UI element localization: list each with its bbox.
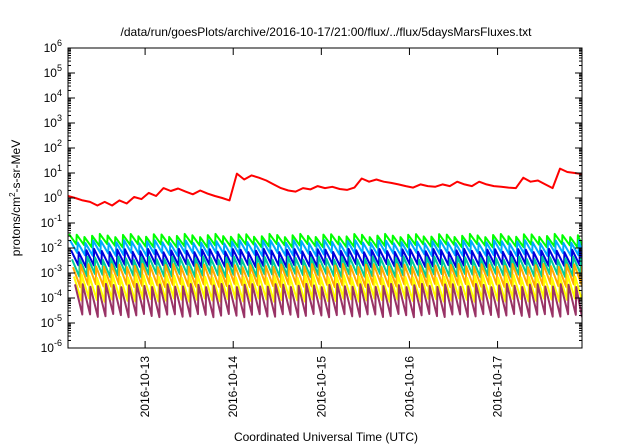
- y-tick-label: 106: [44, 38, 62, 55]
- y-tick-label: 105: [44, 63, 62, 80]
- y-tick-label: 102: [44, 138, 62, 155]
- series-line-5: [72, 263, 582, 289]
- series-line-7: [74, 282, 582, 319]
- y-tick-label: 104: [44, 88, 62, 105]
- x-axis-label: Coordinated Universal Time (UTC): [234, 430, 418, 444]
- x-tick-label: 2016-10-14: [226, 356, 240, 418]
- x-tick-label: 2016-10-16: [402, 356, 416, 418]
- series-line-0: [68, 167, 582, 207]
- series-line-1: [68, 232, 582, 249]
- y-tick-label: 10-1: [41, 213, 62, 230]
- x-tick-label: 2016-10-15: [314, 356, 328, 418]
- y-tick-label: 100: [44, 188, 62, 205]
- x-tick-label: 2016-10-13: [138, 356, 152, 418]
- y-tick-label: 10-6: [41, 338, 62, 355]
- series-line-2: [69, 239, 582, 258]
- y-tick-label: 10-5: [41, 313, 62, 330]
- x-axis: 2016-10-13 2016-10-14 2016-10-15 2016-10-16…: [138, 48, 505, 418]
- y-axis-label: protons/cm2-s-sr-MeV: [8, 140, 23, 256]
- series-layer: [68, 167, 582, 319]
- y-tick-label: 10-2: [41, 238, 62, 255]
- y-tick-label: 103: [44, 113, 62, 130]
- series-line-6: [73, 273, 582, 303]
- chart-title: /data/run/goesPlots/archive/2016-10-17/2…: [121, 25, 533, 39]
- y-tick-label: 101: [44, 163, 62, 180]
- y-axis: 10-6 10-5 10-4 10-3 10-2 10-1 100 101 102 103 104 1…: [41, 38, 582, 355]
- y-tick-label: 10-3: [41, 263, 62, 280]
- series-line-4: [71, 255, 582, 278]
- y-tick-label: 10-4: [41, 288, 62, 305]
- series-line-3: [70, 247, 582, 269]
- x-tick-label: 2016-10-17: [491, 356, 505, 418]
